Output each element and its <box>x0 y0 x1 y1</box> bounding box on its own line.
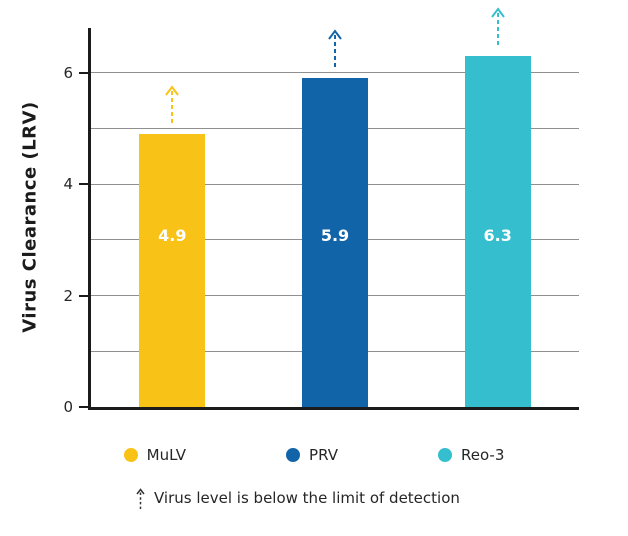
limit-of-detection-arrow-icon <box>163 84 181 130</box>
y-tick-label: 2 <box>63 286 73 305</box>
gridline <box>91 72 579 74</box>
legend-item-mulv: MuLV <box>123 446 187 464</box>
plot-area: 0 2 4 6 4.9 5.9 6.3 <box>63 7 579 416</box>
limit-of-detection-arrow-icon <box>326 28 344 74</box>
legend-label: MuLV <box>146 446 187 464</box>
bar-value-label: 6.3 <box>483 226 512 245</box>
legend-label: Reo-3 <box>460 446 505 464</box>
legend-dot-icon <box>123 448 138 462</box>
legend-item-reo-3: Reo-3 <box>437 446 505 464</box>
bar-value-label: 5.9 <box>320 226 350 245</box>
y-tick-mark <box>79 71 88 74</box>
limit-of-detection-arrow-icon <box>489 6 507 52</box>
legend-dot-icon <box>286 448 301 462</box>
bar-reo-3: 6.3 <box>464 55 531 407</box>
y-tick-mark <box>79 406 88 408</box>
y-tick-label: 6 <box>63 63 73 82</box>
y-tick-mark <box>79 294 88 297</box>
y-tick-mark <box>79 183 88 186</box>
y-tick-label: 4 <box>63 175 73 194</box>
y-tick-label: 0 <box>63 398 73 416</box>
bar-value-label: 4.9 <box>158 226 187 245</box>
legend: MuLV PRV Reo-3 <box>0 446 628 464</box>
legend-label: PRV <box>309 446 338 464</box>
legend-dot-icon <box>437 448 452 462</box>
footnote-text: Virus level is below the limit of detect… <box>154 489 460 507</box>
footnote: Virus level is below the limit of detect… <box>135 487 460 509</box>
dashed-up-arrow-icon <box>135 487 146 509</box>
bar-prv: 5.9 <box>302 78 368 407</box>
bar-mulv: 4.9 <box>139 133 206 407</box>
legend-item-prv: PRV <box>286 446 338 464</box>
y-axis-label: Virus Clearance (LRV) <box>19 101 41 333</box>
